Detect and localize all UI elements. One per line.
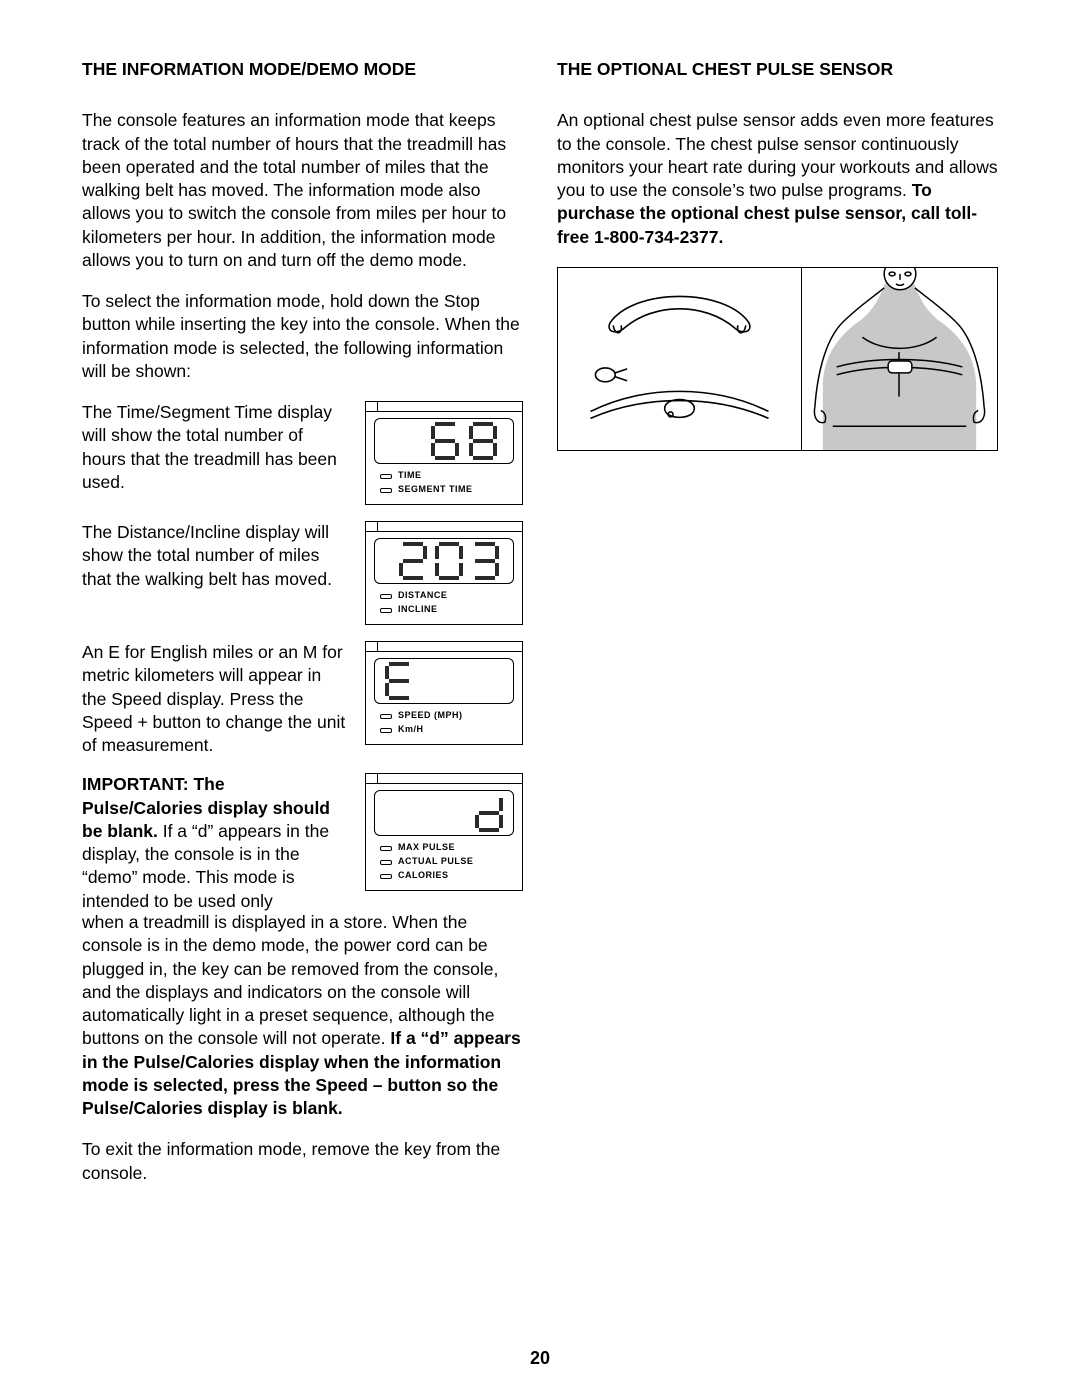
indicator-label: Km/H	[398, 724, 424, 736]
row-text: IMPORTANT: The Pulse/Calories display sh…	[82, 773, 347, 913]
info-row-demo: IMPORTANT: The Pulse/Calories display sh…	[82, 773, 523, 913]
paragraph: when a treadmill is displayed in a store…	[82, 911, 523, 1120]
left-heading: THE INFORMATION MODE/DEMO MODE	[82, 58, 523, 81]
row-text: The Distance/Incline display will show t…	[82, 521, 347, 591]
lcd-panel-speed: SPEED (MPH) Km/H	[365, 641, 523, 745]
row-text: An E for English miles or an M for metri…	[82, 641, 347, 757]
seg-digits-203	[397, 541, 505, 581]
sensor-torso-panel	[802, 268, 997, 450]
indicator-label: INCLINE	[398, 604, 438, 616]
indicator: SEGMENT TIME	[380, 484, 514, 496]
lcd-screen	[374, 418, 514, 464]
right-heading: THE OPTIONAL CHEST PULSE SENSOR	[557, 58, 998, 81]
indicator-label: SEGMENT TIME	[398, 484, 473, 496]
info-row-time: The Time/Segment Time display will show …	[82, 401, 523, 505]
row-text: The Time/Segment Time display will show …	[82, 401, 347, 494]
indicator-label: CALORIES	[398, 870, 449, 882]
right-column: THE OPTIONAL CHEST PULSE SENSOR An optio…	[557, 58, 998, 1203]
seg-digits-68	[429, 421, 505, 461]
torso-drawing	[802, 268, 997, 450]
lcd-top-strip	[366, 402, 522, 412]
indicator-label: DISTANCE	[398, 590, 447, 602]
chest-sensor-illustration	[557, 267, 998, 451]
lcd-screen	[374, 790, 514, 836]
lcd-panel-distance: DISTANCE INCLINE	[365, 521, 523, 625]
lcd-panel-pulse: MAX PULSE ACTUAL PULSE CALORIES	[365, 773, 523, 891]
seg-digit-d	[475, 793, 505, 833]
paragraph: To exit the information mode, remove the…	[82, 1138, 523, 1185]
indicator-label: TIME	[398, 470, 422, 482]
seg-digit-e	[385, 661, 415, 701]
paragraph: An optional chest pulse sensor adds even…	[557, 109, 998, 249]
paragraph: To select the information mode, hold dow…	[82, 290, 523, 383]
indicator-label: SPEED (MPH)	[398, 710, 463, 722]
info-row-distance: The Distance/Incline display will show t…	[82, 521, 523, 625]
two-column-layout: THE INFORMATION MODE/DEMO MODE The conso…	[82, 58, 998, 1203]
lcd-panel-time: TIME SEGMENT TIME	[365, 401, 523, 505]
lcd-screen	[374, 538, 514, 584]
lcd-screen	[374, 658, 514, 704]
indicator-label: ACTUAL PULSE	[398, 856, 473, 868]
page-number: 20	[0, 1348, 1080, 1369]
left-column: THE INFORMATION MODE/DEMO MODE The conso…	[82, 58, 523, 1203]
paragraph: The console features an information mode…	[82, 109, 523, 272]
sensor-strap-panel	[558, 268, 802, 450]
indicator-label: MAX PULSE	[398, 842, 455, 854]
indicator: TIME	[380, 470, 514, 482]
info-row-speed: An E for English miles or an M for metri…	[82, 641, 523, 757]
manual-page: THE INFORMATION MODE/DEMO MODE The conso…	[0, 0, 1080, 1397]
strap-drawing	[558, 268, 801, 450]
